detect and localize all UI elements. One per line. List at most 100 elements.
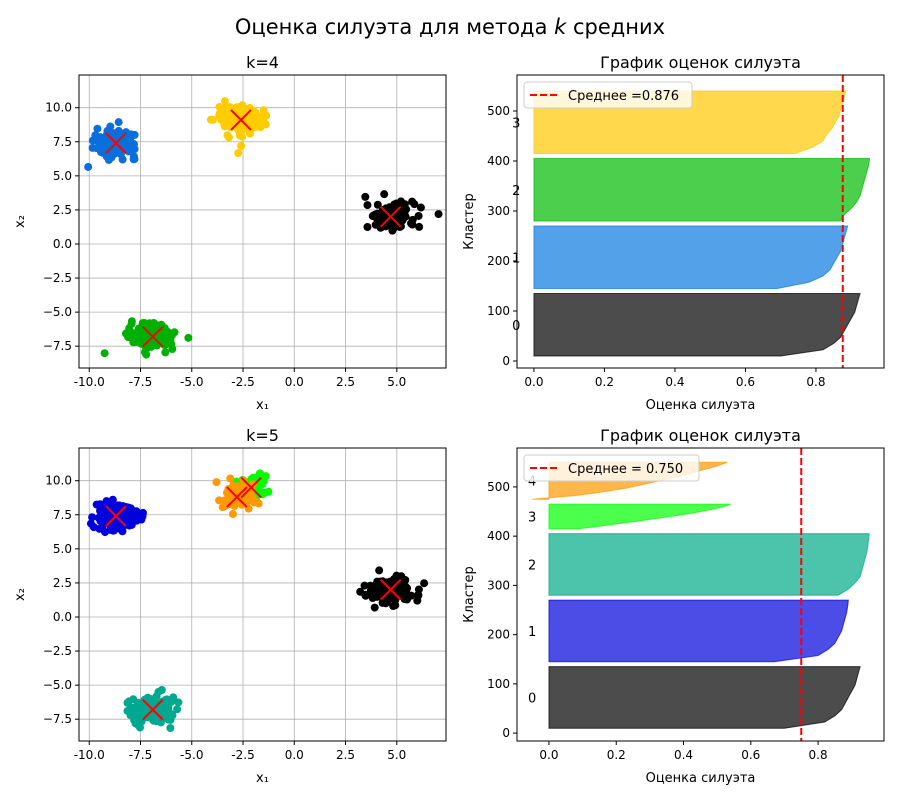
y-tick-label: 200	[487, 254, 510, 268]
data-point	[415, 222, 424, 231]
x-tick-label: -7.5	[129, 748, 152, 762]
data-point	[163, 714, 172, 723]
legend: Среднее = 0.750	[523, 454, 700, 482]
axes-frame	[78, 74, 447, 369]
data-point	[115, 130, 124, 139]
silhouette-2	[533, 158, 871, 222]
cluster-label: 0	[528, 691, 536, 706]
x-tick-label: 0.0	[285, 375, 304, 389]
data-point	[173, 705, 182, 714]
y-tick-label: −2.5	[43, 644, 72, 658]
data-point	[399, 590, 408, 599]
y-axis-label: x₂	[13, 215, 28, 228]
cluster-label: 2	[528, 558, 536, 573]
data-point	[116, 150, 125, 159]
data-point	[136, 702, 145, 711]
x-tick-label: -10.0	[74, 748, 105, 762]
data-point	[142, 350, 151, 359]
data-point	[123, 698, 132, 707]
legend-box	[523, 454, 700, 482]
data-point	[88, 513, 97, 522]
data-point	[99, 148, 108, 157]
y-tick-label: 0.0	[53, 237, 72, 251]
subplot-1: -10.0 -7.5 -5.0 -2.5 0.0 2.5 5.0 −7.5 −5.0 −2.5 0.…	[13, 53, 447, 413]
centroid-marker	[142, 698, 164, 721]
y-tick-label: −7.5	[43, 339, 72, 353]
data-point	[414, 211, 423, 220]
data-point	[212, 478, 221, 487]
data-point	[380, 190, 389, 199]
x-tick-label: 5.0	[387, 375, 406, 389]
data-point	[219, 104, 228, 113]
data-point	[127, 520, 136, 529]
data-point	[420, 579, 429, 588]
data-point	[259, 106, 268, 115]
plot-area	[79, 75, 446, 368]
plot-area	[79, 448, 446, 741]
data-point	[161, 695, 170, 704]
data-point	[373, 200, 382, 209]
y-tick-label: 7.5	[53, 508, 72, 522]
data-point	[245, 129, 254, 138]
data-point	[224, 133, 233, 142]
data-point	[234, 103, 243, 112]
data-point	[107, 153, 116, 162]
cluster-label: 3	[512, 116, 520, 131]
centroid-marker	[105, 505, 127, 527]
data-point	[370, 603, 379, 612]
data-point	[375, 214, 384, 223]
centroid-marker	[230, 109, 252, 131]
data-point	[410, 200, 419, 209]
data-point	[132, 331, 141, 340]
data-point	[361, 192, 370, 201]
silhouette-3	[548, 503, 731, 530]
y-tick-label: 500	[487, 104, 510, 118]
data-point	[414, 591, 423, 600]
data-point	[434, 210, 443, 219]
data-point	[149, 318, 158, 327]
data-point	[247, 485, 256, 494]
silhouette-1	[548, 599, 849, 663]
data-point	[161, 348, 170, 357]
legend: Среднее =0.876	[523, 81, 693, 109]
figure-title: Оценка силуэта для метода k средних	[235, 15, 665, 39]
plot-area	[533, 75, 871, 368]
data-point	[93, 136, 102, 145]
centroid-marker	[240, 476, 262, 499]
legend-label: Среднее =0.876	[568, 89, 679, 104]
centroid-marker	[379, 579, 402, 601]
x-tick-label: 0.8	[806, 375, 825, 389]
x-axis-label: Оценка силуэта	[646, 771, 756, 786]
data-point	[100, 349, 109, 358]
data-point	[363, 201, 372, 210]
data-point	[416, 203, 425, 212]
data-point	[234, 149, 243, 158]
data-point	[254, 499, 263, 508]
y-tick-label: −5.0	[43, 678, 72, 692]
y-tick-label: 5.0	[53, 169, 72, 183]
data-point	[206, 115, 215, 124]
x-tick-label: 0.0	[524, 375, 543, 389]
y-tick-label: 400	[487, 154, 510, 168]
x-tick-label: 0.2	[595, 375, 614, 389]
data-point	[123, 706, 132, 715]
x-tick-label: -5.0	[180, 375, 203, 389]
data-point	[246, 494, 255, 503]
centroid-marker	[226, 486, 248, 508]
axes-frame	[516, 74, 885, 369]
y-tick-label: −5.0	[43, 305, 72, 319]
data-point	[391, 601, 400, 610]
y-tick-label: 200	[487, 628, 510, 642]
data-point	[84, 162, 93, 171]
data-point	[375, 566, 384, 575]
data-point	[86, 519, 95, 528]
data-point	[397, 198, 406, 207]
data-point	[360, 581, 369, 590]
data-point	[363, 223, 372, 232]
y-tick-label: 0	[502, 726, 510, 740]
data-point	[127, 317, 136, 326]
subplot-3: -10.0 -7.5 -5.0 -2.5 0.0 2.5 5.0 −7.5 −5.0 −2.5 0.…	[13, 426, 447, 786]
data-point	[114, 118, 123, 127]
y-tick-label: 100	[487, 677, 510, 691]
